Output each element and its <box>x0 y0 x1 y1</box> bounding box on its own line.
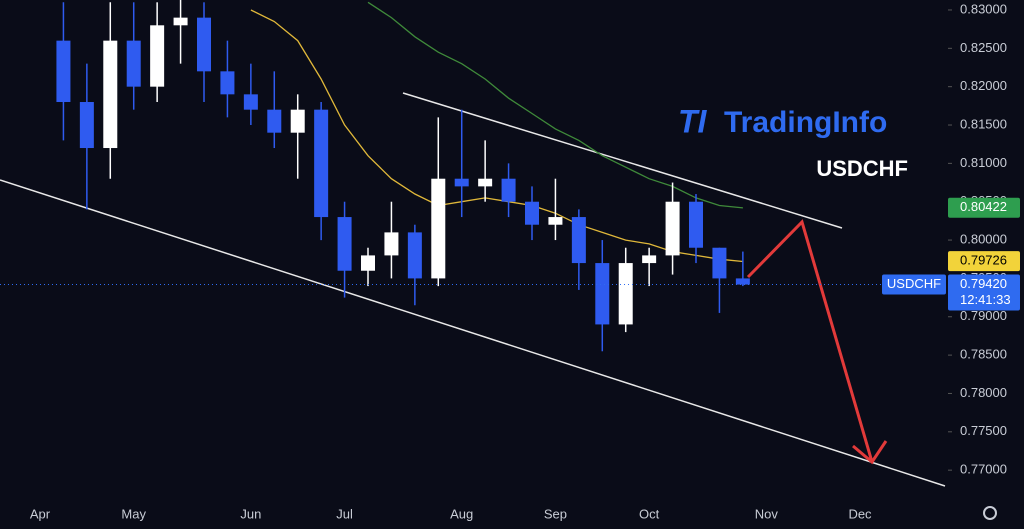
gear[interactable] <box>983 506 997 520</box>
trend-line <box>402 92 843 229</box>
x-tick-label: Apr <box>30 506 51 521</box>
y-tick-label: 0.77000 <box>960 462 1007 477</box>
candle-body <box>290 109 305 133</box>
settings-icon[interactable] <box>983 506 997 520</box>
logo-mark: TI <box>678 103 708 139</box>
logo: TI TradingInfo <box>678 103 887 139</box>
candle-body <box>103 40 118 149</box>
candle-body <box>384 232 399 256</box>
y-tick-label: 0.82000 <box>960 78 1007 93</box>
price-badge-text: 0.79420 <box>960 276 1007 291</box>
candle-body <box>525 201 539 225</box>
y-tick-label: 0.78500 <box>960 347 1007 362</box>
candle-body <box>431 178 446 279</box>
symbol-badge <box>882 274 946 295</box>
price-badge <box>948 251 1020 272</box>
x-tick-label: Aug <box>450 506 473 521</box>
y-tick-label: 0.80000 <box>960 232 1007 247</box>
candle-body <box>665 201 680 256</box>
moving-average <box>367 1 743 209</box>
y-tick-label: 0.81000 <box>960 155 1007 170</box>
symbol-title: USDCHF <box>816 156 908 181</box>
candle-body <box>618 263 633 325</box>
candle-body <box>337 217 352 271</box>
price-badge <box>948 197 1020 218</box>
x-tick-label: May <box>121 506 146 521</box>
forecast-arrow <box>746 219 874 463</box>
candle-body <box>361 255 375 271</box>
y-tick-label: 0.83000 <box>960 1 1007 16</box>
symbol-badge-text: USDCHF <box>887 276 941 291</box>
y-tick-label: 0.82500 <box>960 40 1007 55</box>
trend-line <box>0 179 946 487</box>
candle-body <box>407 232 422 279</box>
candle-body <box>173 17 188 26</box>
candle-body <box>571 217 586 264</box>
plot <box>56 0 750 352</box>
x-tick-label: Nov <box>755 506 779 521</box>
candle-body <box>501 178 516 202</box>
y-tick-label: 0.78000 <box>960 385 1007 400</box>
candle-body <box>548 217 563 225</box>
x-tick-label: Jul <box>336 506 353 521</box>
x-tick-label: Oct <box>639 506 660 521</box>
candle-body <box>150 25 165 87</box>
y-tick-label: 0.77500 <box>960 423 1007 438</box>
y-tick-label: 0.79000 <box>960 308 1007 323</box>
candle-body <box>56 40 71 103</box>
candle-body <box>478 178 493 187</box>
candle-body <box>735 278 750 285</box>
candle-body <box>454 178 469 187</box>
brand: TradingInfo <box>724 106 887 139</box>
arrow-head <box>852 440 888 465</box>
candle-body <box>79 102 94 149</box>
x-tick-label: Dec <box>848 506 872 521</box>
candle-body <box>689 201 703 248</box>
x-tick-label: Sep <box>544 506 567 521</box>
countdown: 12:41:33 <box>960 292 1011 307</box>
candle-body <box>595 263 610 325</box>
candle-body <box>314 109 329 218</box>
price-badge-text: 0.80422 <box>960 199 1007 214</box>
candle-body <box>126 40 141 87</box>
candle-body <box>712 247 727 279</box>
candle-body <box>243 94 258 110</box>
y-tick-label: 0.81500 <box>960 116 1007 131</box>
price-badge <box>948 274 1020 311</box>
moving-average <box>250 9 743 263</box>
x-tick-label: Jun <box>240 506 261 521</box>
candle-body <box>220 71 235 95</box>
candle-body <box>197 17 211 72</box>
candle-body <box>267 109 282 133</box>
price-badge-text: 0.79726 <box>960 253 1007 268</box>
candle-body <box>642 255 657 264</box>
